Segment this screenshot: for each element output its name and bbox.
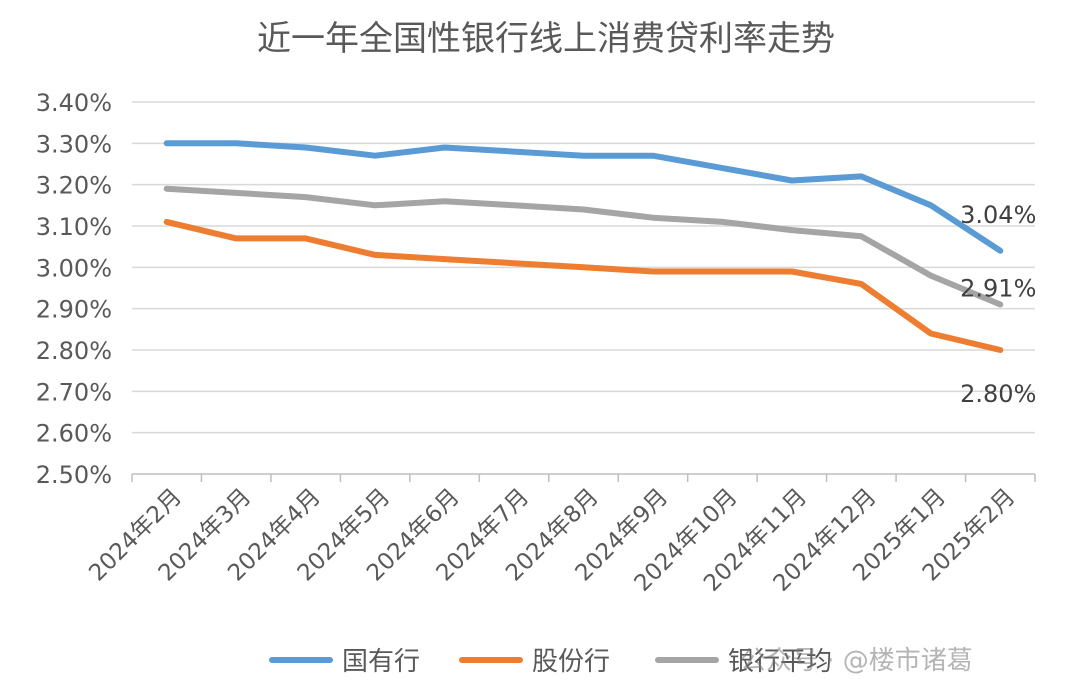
data-label: 2.91% <box>960 275 1036 303</box>
series-line <box>163 218 1004 353</box>
y-tick-label: 2.70% <box>36 378 112 406</box>
series-line <box>163 185 1004 308</box>
y-tick-label: 3.00% <box>36 254 112 282</box>
end-labels: 3.04% 2.80% 2.91% <box>960 201 1036 408</box>
data-label: 2.80% <box>960 380 1036 408</box>
legend-label: 国有行 <box>342 647 420 677</box>
series-line <box>163 140 1004 254</box>
x-axis-ticks: 2024年2月2024年3月2024年4月2024年5月2024年6月2024年… <box>84 474 1036 597</box>
chart-title: 近一年全国性银行线上消费贷利率走势 <box>257 19 835 59</box>
y-tick-label: 2.50% <box>36 461 112 489</box>
y-tick-label: 2.80% <box>36 337 112 365</box>
y-tick-label: 2.60% <box>36 420 112 448</box>
y-tick-label: 3.10% <box>36 213 112 241</box>
legend-label: 股份行 <box>532 647 610 677</box>
y-axis-ticks: 3.40% 3.30% 3.20% 3.10% 3.00% 2.90% 2.80% 2.70%… <box>36 89 112 489</box>
watermark: 公众号 · @楼市诸葛 <box>740 646 973 676</box>
y-tick-label: 3.20% <box>36 172 112 200</box>
y-tick-label: 3.30% <box>36 130 112 158</box>
legend: 国有行 股份行 银行平均 <box>269 647 832 677</box>
series-lines <box>163 140 1004 353</box>
data-label: 3.04% <box>960 201 1036 229</box>
y-tick-label: 3.40% <box>36 89 112 117</box>
y-tick-label: 2.90% <box>36 296 112 324</box>
legend-label: 银行平均 <box>728 647 832 677</box>
